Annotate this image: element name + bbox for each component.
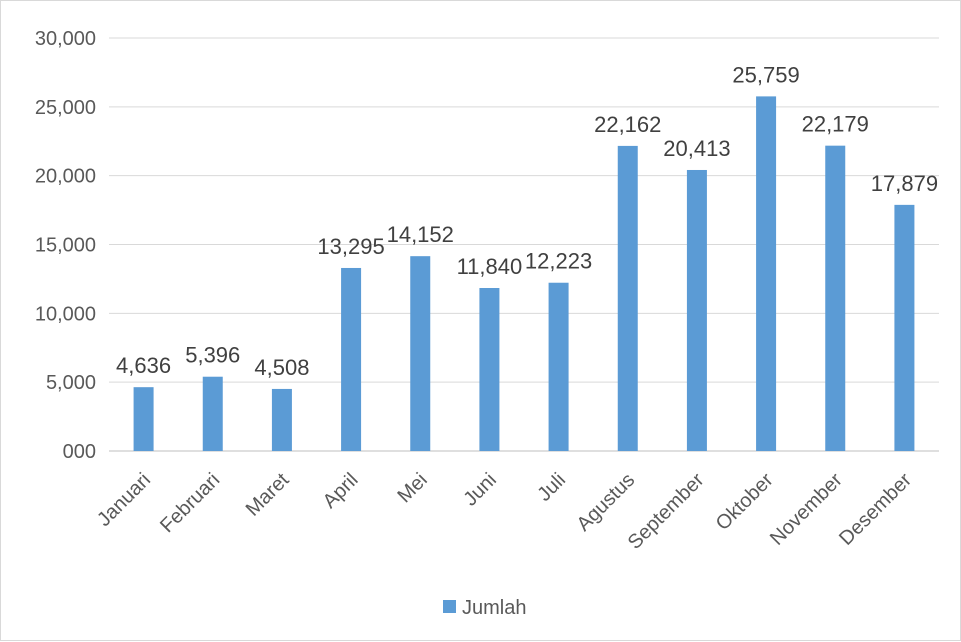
x-category-label: Oktober (712, 469, 778, 535)
data-label: 5,396 (185, 343, 240, 368)
data-label: 11,840 (457, 254, 523, 279)
y-tick-label: 000 (63, 441, 96, 463)
legend: Jumlah (443, 597, 526, 619)
data-label: 17,879 (871, 171, 938, 196)
bar (479, 288, 500, 451)
bar (202, 376, 223, 451)
data-label: 25,759 (732, 62, 799, 87)
x-category-label: September (624, 469, 709, 554)
data-label: 22,162 (594, 112, 661, 137)
data-label: 12,223 (525, 249, 592, 274)
y-tick-label: 25,000 (35, 97, 96, 119)
data-label: 22,179 (802, 112, 869, 137)
x-category-label: Juni (459, 469, 501, 511)
y-tick-label: 10,000 (35, 303, 96, 325)
x-category-label: Maret (242, 469, 294, 521)
y-tick-label: 5,000 (46, 372, 96, 394)
bar (271, 388, 292, 451)
x-category-label: Agustus (573, 469, 640, 536)
y-axis-ticks: 000 5,000 10,000 15,000 20,000 25,000 30,000 (35, 28, 96, 463)
y-tick-label: 15,000 (35, 235, 96, 257)
x-category-label: April (319, 469, 363, 513)
bar (756, 96, 777, 451)
data-label: 14,152 (387, 222, 454, 247)
bar (341, 267, 362, 451)
x-category-label: November (766, 469, 847, 550)
x-category-label: Desember (835, 469, 916, 550)
x-category-label: Mei (393, 469, 431, 507)
legend-swatch (443, 600, 456, 613)
x-category-label: Januari (93, 469, 155, 531)
bar (686, 169, 707, 452)
data-label: 4,636 (116, 353, 171, 378)
bars (133, 96, 915, 452)
data-label: 13,295 (317, 234, 384, 259)
bar (410, 256, 431, 451)
bar (548, 282, 569, 451)
x-category-label: Juli (533, 469, 570, 506)
bar (617, 145, 638, 451)
x-category-label: Februari (156, 469, 224, 537)
y-tick-label: 30,000 (35, 28, 96, 50)
data-label: 20,413 (663, 136, 730, 161)
bar (133, 387, 154, 451)
gridlines (109, 37, 939, 452)
data-label: 4,508 (254, 355, 309, 380)
bar (825, 145, 846, 451)
x-axis-categories: Januari Februari Maret April Mei Juni Juli Agus… (93, 469, 916, 554)
bar (894, 204, 915, 451)
y-tick-label: 20,000 (35, 166, 96, 188)
legend-label-jumlah: Jumlah (462, 597, 526, 619)
